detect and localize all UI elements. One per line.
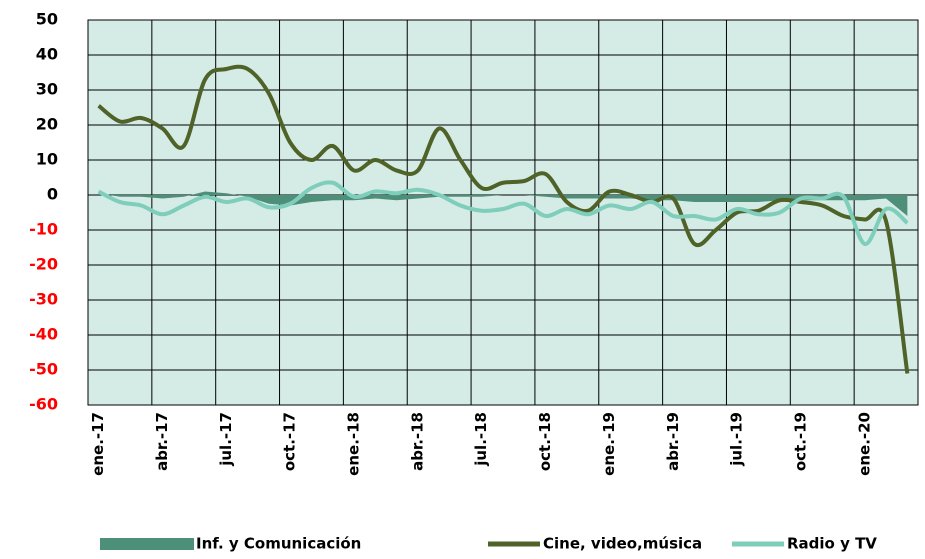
line: [97, 64, 910, 374]
legend-label: Inf. y Comunicación: [196, 535, 361, 553]
x-tick-label: oct.-18: [536, 412, 554, 471]
plot-area: [87, 19, 919, 406]
x-tick-label: abr.-19: [664, 412, 682, 471]
legend-label: Radio y TV: [787, 535, 877, 553]
x-tick-label: abr.-17: [153, 412, 171, 471]
line: [97, 180, 909, 246]
x-tick-label: jul.-19: [728, 412, 746, 467]
x-tick-label: jul.-17: [217, 412, 235, 467]
y-tick-label: -60: [29, 395, 58, 414]
y-tick-label: -40: [29, 325, 58, 344]
x-tick-label: ene.-20: [855, 412, 873, 476]
y-tick-label: 20: [36, 115, 58, 134]
y-tick-label: 10: [36, 150, 58, 169]
legend-swatch: [100, 538, 194, 550]
y-tick-label: 40: [36, 45, 58, 64]
legend-label: Cine, video,música: [543, 535, 702, 553]
y-tick-label: -30: [29, 290, 58, 309]
x-tick-label: oct.-17: [281, 412, 299, 471]
x-tick-label: oct.-19: [791, 412, 809, 471]
x-tick-label: ene.-18: [345, 412, 363, 476]
y-tick-label: 30: [36, 80, 58, 99]
y-tick-label: -20: [29, 255, 58, 274]
y-tick-label: 0: [47, 185, 58, 204]
y-tick-label: -50: [29, 360, 58, 379]
x-tick-label: ene.-17: [89, 412, 107, 476]
y-tick-label: 50: [36, 10, 58, 29]
x-tick-label: ene.-19: [600, 412, 618, 476]
x-tick-label: abr.-18: [408, 412, 426, 471]
y-tick-label: -10: [29, 220, 58, 239]
x-tick-label: jul.-18: [472, 412, 490, 467]
